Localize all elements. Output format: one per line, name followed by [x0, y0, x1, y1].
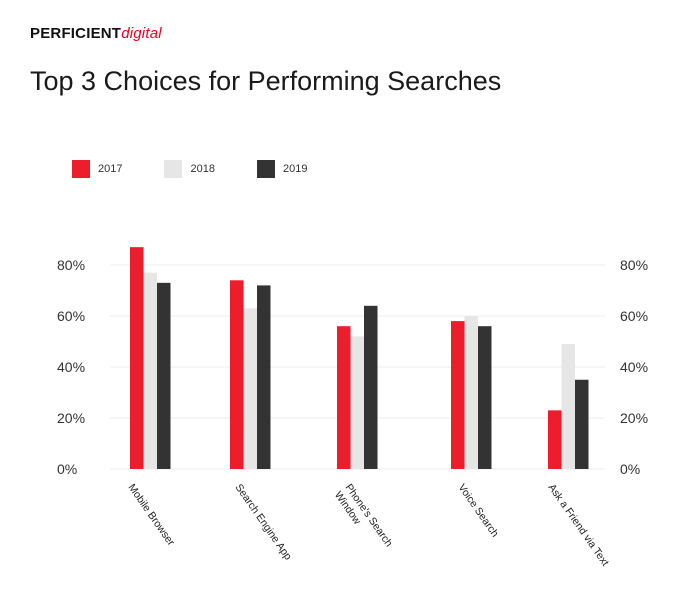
logo-wordmark: PERFICIENT — [30, 25, 122, 42]
chart-legend: 2017 2018 2019 — [72, 160, 349, 178]
bar-2019-0 — [157, 282, 171, 469]
legend-label-2018: 2018 — [190, 163, 215, 175]
y-tick-label-right: 0% — [620, 461, 640, 477]
legend-label-2019: 2019 — [282, 163, 308, 175]
y-tick-label-right: 40% — [620, 359, 648, 375]
y-axis-right: 0% 20% 40% 60% 80% — [620, 257, 648, 477]
bar-2017-1 — [230, 280, 244, 469]
y-tick-label-left: 0% — [57, 461, 77, 477]
x-category-label: Search Engine App — [233, 482, 294, 563]
y-tick-label-right: 20% — [620, 410, 648, 426]
bar-2017-3 — [451, 321, 465, 469]
legend-item-2017: 2017 — [72, 160, 122, 178]
bar-2018-3 — [464, 316, 478, 469]
y-tick-label-left: 80% — [57, 257, 85, 273]
y-tick-label-right: 80% — [620, 257, 648, 273]
bar-2018-1 — [243, 308, 257, 469]
bar-2019-1 — [257, 285, 271, 469]
x-axis-categories: Mobile Browser Search Engine App Phone's S… — [126, 482, 612, 569]
page-title: Top 3 Choices for Performing Searches — [30, 66, 502, 96]
y-axis-left: 0% 20% 40% 60% 80% — [57, 257, 85, 477]
brand-logo: PERFICIENTdigital — [30, 25, 162, 42]
bar-2017-2 — [337, 326, 351, 469]
x-category-label: Mobile Browser — [126, 482, 178, 549]
bar-2019-2 — [364, 305, 378, 469]
bar-2018-4 — [561, 344, 575, 469]
bar-2017-0 — [130, 247, 144, 469]
legend-item-2019: 2019 — [256, 160, 308, 178]
bar-2019-4 — [575, 379, 589, 469]
bars — [130, 247, 589, 469]
y-tick-label-left: 20% — [57, 410, 85, 426]
legend-label-2017: 2017 — [98, 163, 123, 175]
x-category-label: Voice Search — [456, 482, 501, 540]
bar-2017-4 — [548, 410, 562, 469]
bar-2019-3 — [478, 326, 492, 469]
legend-swatch-2019 — [256, 160, 275, 178]
y-tick-label-left: 40% — [57, 359, 85, 375]
bar-2018-2 — [350, 336, 364, 469]
legend-swatch-2018 — [164, 160, 183, 178]
x-category-label: Ask a Friend via Text — [546, 482, 612, 569]
legend-swatch-2017 — [72, 160, 90, 178]
logo-accent: digital — [121, 25, 162, 42]
x-category-label: Phone's SearchWindow — [332, 482, 395, 557]
bar-2018-0 — [143, 272, 157, 469]
y-tick-label-left: 60% — [57, 308, 85, 324]
y-tick-label-right: 60% — [620, 308, 648, 324]
legend-item-2018: 2018 — [164, 160, 215, 178]
